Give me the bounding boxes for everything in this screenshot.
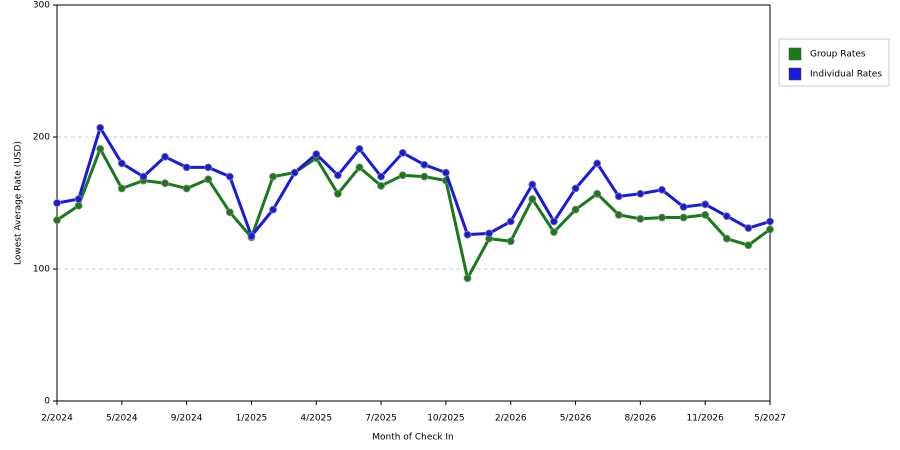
- series-line: [56, 145, 771, 283]
- legend-swatch: [788, 47, 802, 61]
- legend-swatch: [788, 67, 802, 81]
- x-tick-label: 5/2026: [560, 414, 592, 424]
- point: [571, 184, 580, 193]
- point: [74, 201, 83, 210]
- point: [636, 214, 645, 223]
- point: [139, 172, 148, 181]
- point: [204, 163, 213, 172]
- point: [766, 217, 774, 226]
- point: [161, 152, 169, 161]
- x-tick-label: 2/2024: [41, 414, 73, 424]
- point: [96, 144, 105, 153]
- point: [420, 172, 429, 181]
- point: [722, 212, 731, 221]
- legend-label: Group Rates: [810, 50, 866, 60]
- point: [506, 217, 515, 226]
- point: [225, 172, 234, 181]
- point: [744, 241, 753, 250]
- x-tick-label: 9/2024: [171, 414, 203, 424]
- point: [485, 229, 494, 238]
- point: [355, 163, 364, 172]
- point: [658, 185, 666, 194]
- point: [614, 210, 623, 219]
- point: [117, 184, 126, 193]
- y-tick-label: 200: [33, 133, 50, 143]
- point: [53, 199, 61, 207]
- point: [463, 230, 472, 239]
- point: [312, 150, 321, 159]
- y-tick-label: 0: [44, 397, 50, 407]
- x-tick-label: 10/2025: [427, 414, 464, 424]
- point: [528, 180, 537, 189]
- point: [225, 208, 234, 217]
- point: [53, 216, 61, 225]
- y-tick-label: 300: [33, 1, 50, 11]
- y-tick-label: 100: [33, 265, 50, 275]
- point: [377, 181, 385, 190]
- point: [269, 205, 277, 214]
- point: [550, 217, 558, 226]
- point: [204, 175, 213, 184]
- point: [117, 159, 126, 168]
- y-axis-label: Lowest Average Rate (USD): [14, 141, 24, 265]
- point: [333, 189, 342, 198]
- point: [528, 195, 537, 203]
- point: [614, 192, 623, 201]
- point: [744, 224, 753, 232]
- point: [636, 189, 645, 198]
- x-axis-label: Month of Check In: [372, 433, 454, 443]
- point: [290, 168, 299, 177]
- point: [96, 123, 105, 132]
- point: [161, 179, 169, 188]
- point: [722, 234, 731, 243]
- point: [398, 148, 407, 157]
- series-line: [56, 124, 771, 239]
- point: [593, 189, 602, 198]
- point: [658, 213, 666, 222]
- point: [182, 163, 191, 172]
- point: [679, 203, 688, 211]
- x-tick-label: 1/2025: [236, 414, 268, 424]
- point: [506, 237, 515, 246]
- point: [571, 205, 580, 214]
- point: [679, 213, 688, 222]
- point: [701, 210, 710, 219]
- point: [247, 232, 256, 240]
- point: [420, 160, 429, 169]
- legend-label: Individual Rates: [810, 70, 882, 80]
- point: [550, 228, 558, 236]
- point: [398, 171, 407, 180]
- x-tick-label: 11/2026: [686, 414, 724, 424]
- point: [442, 168, 450, 177]
- point: [269, 172, 277, 181]
- x-tick-label: 4/2025: [300, 414, 332, 424]
- point: [182, 184, 191, 193]
- x-tick-label: 7/2025: [365, 414, 397, 424]
- point: [701, 200, 710, 209]
- point: [333, 171, 342, 180]
- x-tick-label: 2/2026: [495, 414, 527, 424]
- point: [74, 195, 83, 203]
- point: [593, 159, 602, 168]
- x-tick-label: 5/2024: [106, 414, 138, 424]
- point: [377, 172, 385, 181]
- point: [463, 274, 472, 283]
- plot-frame: [56, 4, 771, 402]
- x-tick-label: 5/2027: [754, 414, 786, 424]
- point: [355, 144, 364, 153]
- x-tick-label: 8/2026: [625, 414, 657, 424]
- point: [766, 225, 774, 234]
